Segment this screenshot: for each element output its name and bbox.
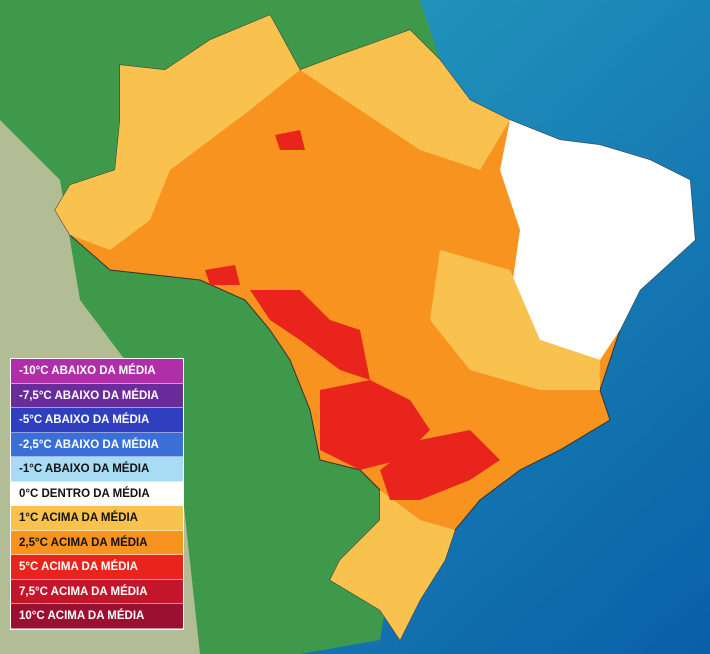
legend-item: 5°C ACIMA DA MÉDIA	[11, 555, 183, 580]
legend-item: -5°C ABAIXO DA MÉDIA	[11, 408, 183, 433]
hot-5	[275, 130, 305, 150]
legend: -10°C ABAIXO DA MÉDIA -7,5°C ABAIXO DA MÉ…	[10, 358, 184, 630]
zone-center	[430, 250, 600, 390]
hot-2	[320, 380, 430, 470]
zone-north	[55, 15, 300, 250]
legend-item: -1°C ABAIXO DA MÉDIA	[11, 457, 183, 482]
legend-item: -7,5°C ABAIXO DA MÉDIA	[11, 383, 183, 408]
legend-item: -2,5°C ABAIXO DA MÉDIA	[11, 432, 183, 457]
legend-item: 0°C DENTRO DA MÉDIA	[11, 481, 183, 506]
zone-south	[330, 490, 455, 640]
legend-item: 10°C ACIMA DA MÉDIA	[11, 604, 183, 629]
hot-3	[380, 430, 500, 500]
legend-item: 7,5°C ACIMA DA MÉDIA	[11, 579, 183, 604]
zone-northeast	[500, 120, 695, 360]
legend-item: -10°C ABAIXO DA MÉDIA	[11, 359, 183, 384]
hot-1	[250, 290, 370, 380]
hot-4	[205, 265, 240, 285]
zone-pa	[300, 30, 510, 170]
legend-item: 2,5°C ACIMA DA MÉDIA	[11, 530, 183, 555]
legend-item: 1°C ACIMA DA MÉDIA	[11, 506, 183, 531]
